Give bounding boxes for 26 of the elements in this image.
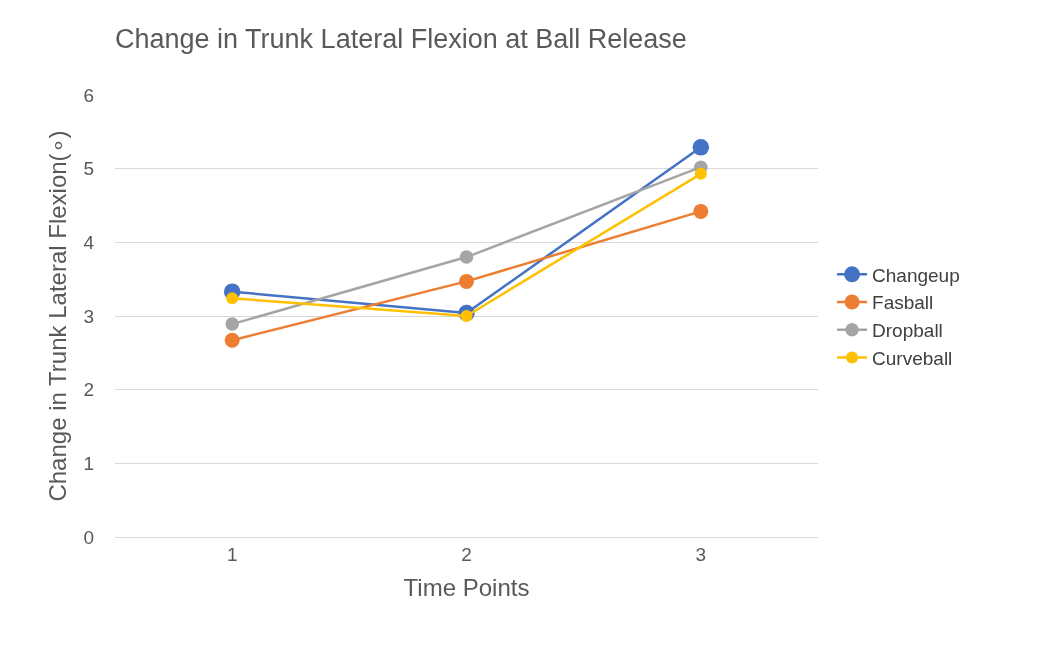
- y-tick-label: 4: [83, 231, 95, 253]
- point: [226, 292, 239, 305]
- point: [459, 250, 474, 264]
- point: [225, 317, 239, 331]
- x-axis-title: Time Points: [403, 574, 530, 602]
- point: [460, 310, 473, 322]
- point: [693, 203, 709, 219]
- x-tick-label: 1: [226, 543, 238, 565]
- point: [692, 139, 710, 156]
- point: [694, 167, 707, 180]
- legend-label: Fasball: [872, 292, 934, 314]
- legend-label: Curveball: [872, 347, 953, 369]
- y-tick-label: 3: [83, 305, 94, 327]
- point: [459, 273, 474, 289]
- legend-label: Changeup: [872, 264, 960, 286]
- y-tick-label: 1: [83, 452, 94, 474]
- y-tick-label: 5: [83, 158, 94, 180]
- x-tick-label: 3: [695, 543, 707, 565]
- legend-label: Dropball: [872, 320, 943, 342]
- chart-title: Change in Trunk Lateral Flexion at Ball Release: [115, 24, 687, 55]
- y-tick-label: 2: [83, 379, 94, 401]
- x-tick-label: 2: [461, 543, 472, 565]
- y-tick-label: 0: [83, 526, 94, 548]
- y-axis-title: Change in Trunk Lateral Flexion(∘): [43, 130, 71, 502]
- point: [224, 332, 240, 348]
- y-tick-label: 6: [83, 84, 94, 106]
